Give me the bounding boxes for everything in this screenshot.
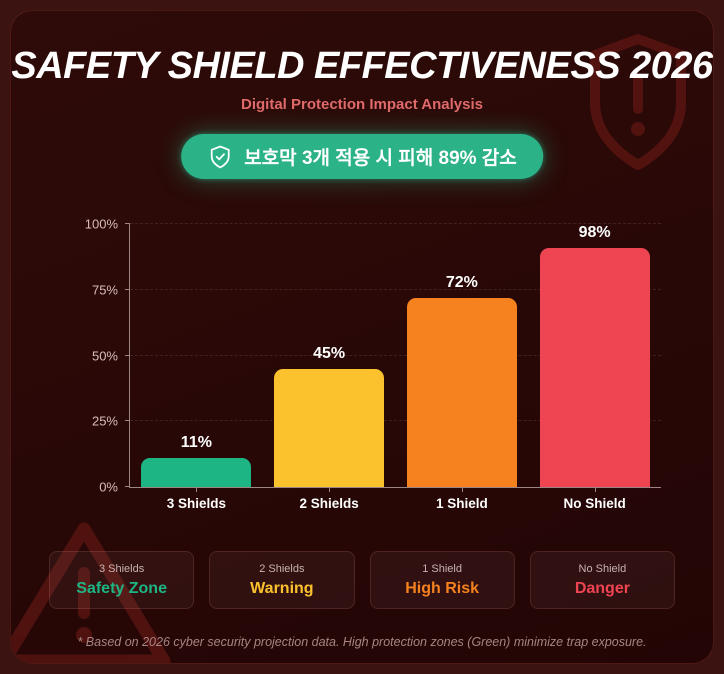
bar-no-shield [539,248,650,487]
legend-card-safety-zone: 3 Shields Safety Zone [49,551,195,609]
gridline [130,354,661,356]
bar-slot: 45% 2 Shields [263,224,396,511]
y-tick-label: 75% [91,282,118,298]
y-tick-mark [125,486,130,487]
card-label: 3 Shields [98,562,145,575]
x-tick-label: 1 Shield [435,496,488,511]
legend-cards: 3 Shields Safety Zone 2 Shields Warning 1 Sh… [49,551,675,609]
warning-triangle-decor-icon [11,522,171,663]
x-tick-label: No Shield [563,496,626,511]
legend-card-danger: No Shield Danger [529,551,675,609]
bar-slot: 11% 3 Shields [130,224,263,511]
y-tick-label: 25% [91,413,118,429]
legend-card-warning: 2 Shields Warning [209,551,355,609]
x-tick-mark [594,487,596,492]
x-tick-label: 3 Shields [166,496,227,511]
gridline [130,223,661,224]
bar-3-shields [141,458,252,487]
bar-value-label: 45% [313,344,346,362]
card-value: Danger [574,579,630,597]
gridline [130,288,661,290]
bar-value-label: 72% [445,273,478,291]
card-label: 2 Shields [259,562,305,575]
bar-value-label: 11% [180,434,212,452]
highlight-badge: 보호막 3개 적용 시 피해 89% 감소 [181,134,543,179]
bar-1-shield [406,297,517,487]
bar-value-label: 98% [578,224,611,241]
y-tick-mark [125,223,130,224]
shield-alert-decor-icon [590,34,686,170]
page-title: SAFETY SHIELD EFFECTIVENESS 2026 [11,45,713,87]
bar-slot: 98% No Shield [528,224,661,511]
bars-container: 11% 3 Shields 45% 2 Shields 72% 1 Shield 98% No… [130,224,661,511]
x-tick-mark [196,487,198,492]
x-tick-mark [461,487,463,492]
y-tick-mark [125,420,130,422]
main-panel: SAFETY SHIELD EFFECTIVENESS 2026 Digital… [10,10,714,664]
gridline [130,420,661,422]
footnote: * Based on 2026 cyber security projectio… [77,635,647,649]
x-tick-label: 2 Shields [299,496,359,511]
y-tick-mark [125,354,130,356]
bar-chart: 0% 25% 50% 75% 100% 11% 3 Shields 45% 2 Shields… [85,217,661,511]
card-label: No Shield [578,562,627,575]
y-tick-label: 0% [99,479,118,495]
badge-text: 보호막 3개 적용 시 피해 89% 감소 [244,148,517,169]
card-value: Warning [250,579,314,597]
legend-card-high-risk: 1 Shield High Risk [369,551,515,609]
x-tick-mark [329,487,331,492]
card-label: 1 Shield [422,562,462,575]
page-subtitle: Digital Protection Impact Analysis [241,96,483,113]
y-tick-label: 100% [84,216,118,232]
y-tick-label: 50% [91,348,118,363]
shield-check-icon [210,145,230,168]
card-value: Safety Zone [76,579,167,597]
bar-slot: 72% 1 Shield [396,224,529,511]
y-tick-mark [125,288,130,290]
bar-2-shields [274,368,385,487]
card-value: High Risk [405,579,480,597]
